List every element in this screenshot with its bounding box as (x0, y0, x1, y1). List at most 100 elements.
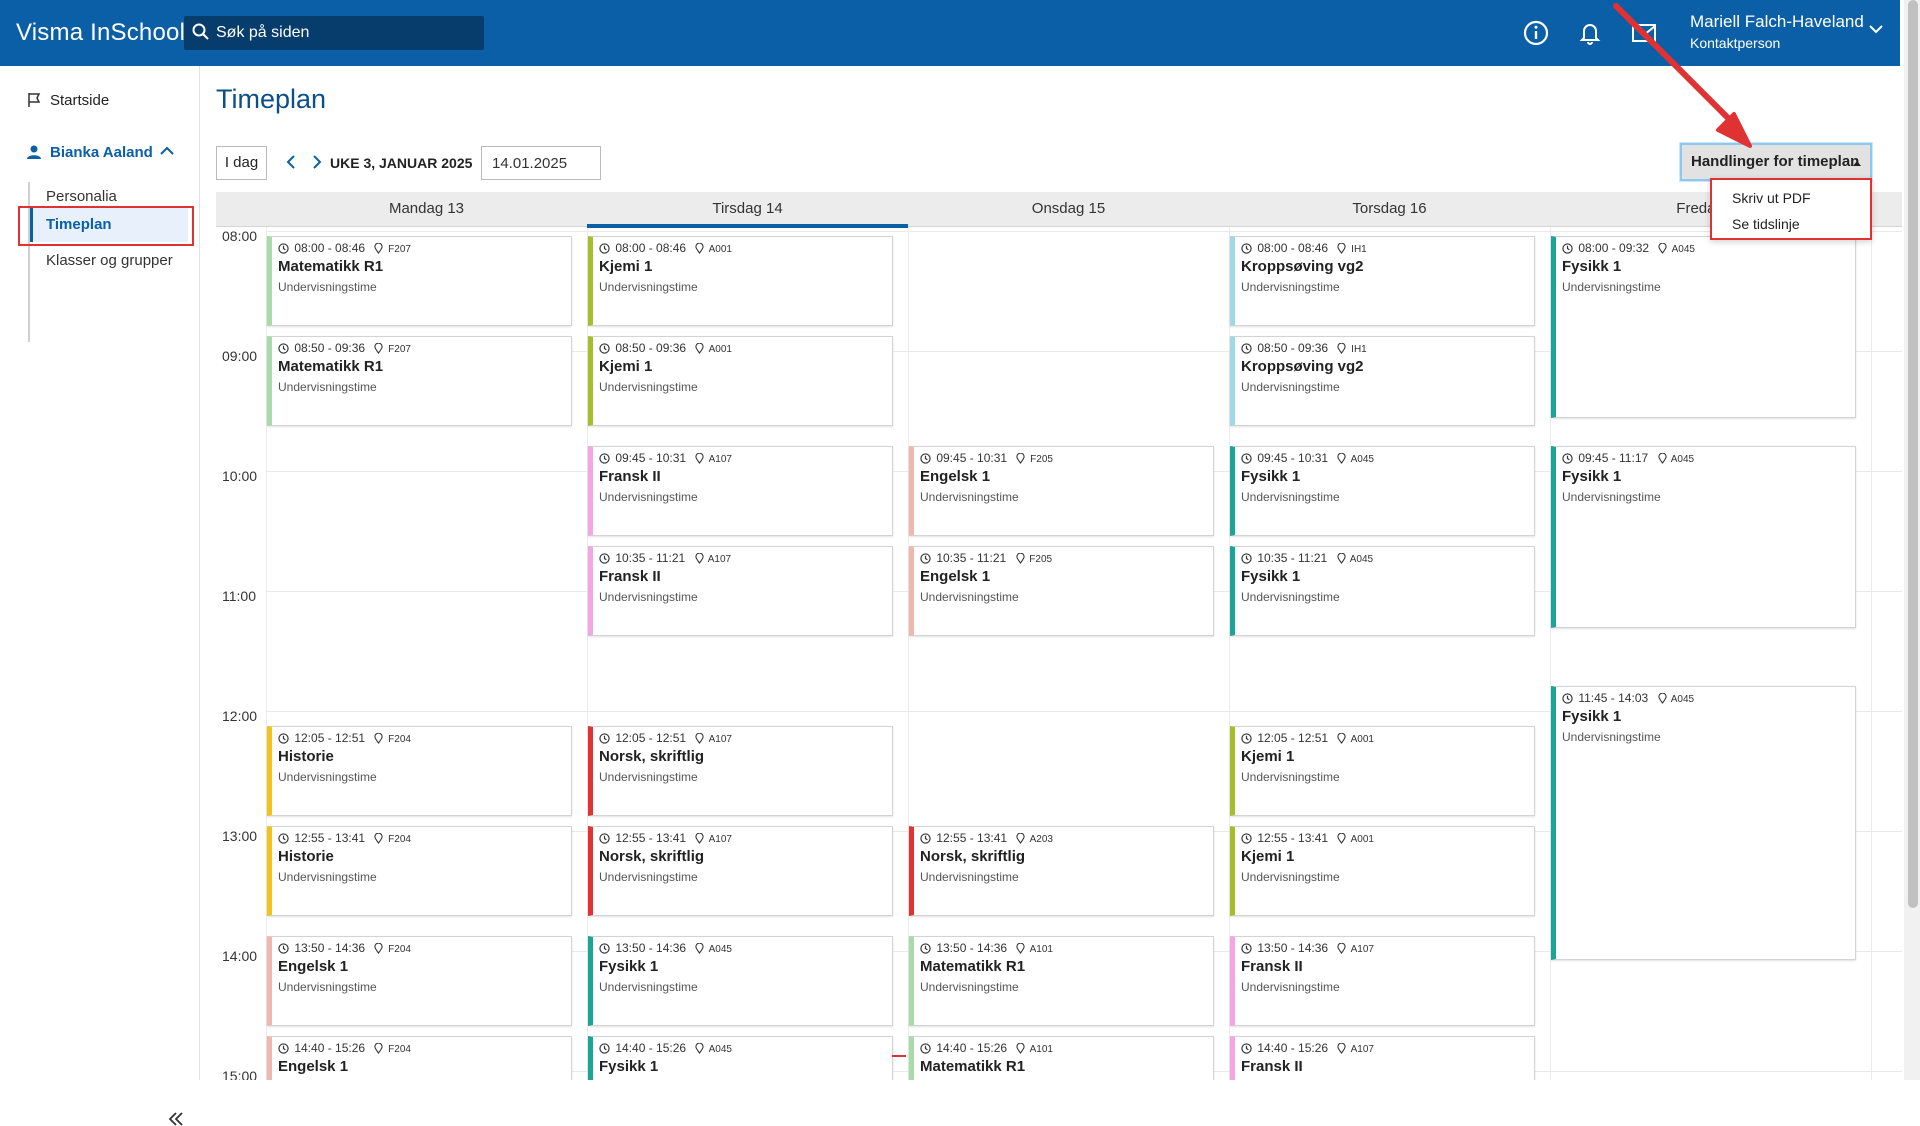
sidebar-item-timeplan[interactable]: Timeplan (30, 208, 188, 242)
chevron-up-icon[interactable] (160, 146, 174, 156)
day-header[interactable]: Tirsdag 14 (712, 200, 783, 217)
lesson-room: IH1 (1337, 342, 1367, 355)
clock-icon (1241, 453, 1252, 464)
lesson-card[interactable]: 08:50 - 09:36 IH1 Kroppsøving vg2 Undervis… (1230, 336, 1535, 426)
lesson-card[interactable]: 08:50 - 09:36 F207 Matematikk R1 Undervisn… (267, 336, 572, 426)
lesson-card[interactable]: 12:55 - 13:41 A107 Norsk, skriftlig Underv… (588, 826, 893, 916)
lesson-type: Undervisningstime (1241, 490, 1340, 504)
lesson-card[interactable]: 12:55 - 13:41 A001 Kjemi 1 Undervisningsti… (1230, 826, 1535, 916)
location-pin-icon (1657, 692, 1667, 704)
lesson-card[interactable]: 12:55 - 13:41 A203 Norsk, skriftlig Underv… (909, 826, 1214, 916)
lesson-card[interactable]: 10:35 - 11:21 A045 Fysikk 1 Undervisningst… (1230, 546, 1535, 636)
lesson-room: F204 (374, 942, 411, 955)
lesson-card[interactable]: 13:50 - 14:36 A045 Fysikk 1 Undervisningst… (588, 936, 893, 1026)
hour-label: 12:00 (222, 708, 258, 724)
lesson-card[interactable]: 13:50 - 14:36 A101 Matematikk R1 Undervisn… (909, 936, 1214, 1026)
lesson-card[interactable]: 08:50 - 09:36 A001 Kjemi 1 Undervisningsti… (588, 336, 893, 426)
lesson-room: A045 (695, 942, 732, 955)
lesson-card[interactable]: 12:55 - 13:41 F204 Historie Undervisningst… (267, 826, 572, 916)
menu-item-print-pdf[interactable]: Skriv ut PDF (1732, 190, 1811, 206)
lesson-time: 12:55 - 13:41 A001 (1241, 831, 1374, 845)
location-pin-icon (1336, 552, 1346, 564)
lesson-subject: Kjemi 1 (599, 258, 653, 275)
scrollbar[interactable] (1904, 0, 1920, 1080)
bell-icon[interactable] (1576, 19, 1604, 47)
clock-icon (1241, 833, 1252, 844)
lesson-card[interactable]: 08:00 - 08:46 A001 Kjemi 1 Undervisningsti… (588, 236, 893, 326)
lesson-card[interactable]: 12:05 - 12:51 A107 Norsk, skriftlig Underv… (588, 726, 893, 816)
collapse-sidebar-icon[interactable] (168, 1112, 184, 1126)
lesson-card[interactable]: 08:00 - 09:32 A045 Fysikk 1 Undervisningst… (1551, 236, 1856, 418)
lesson-type: Undervisningstime (278, 770, 377, 784)
day-header[interactable]: Mandag 13 (388, 200, 465, 217)
lesson-room: A001 (695, 342, 732, 355)
lesson-room: IH1 (1337, 242, 1367, 255)
lesson-card[interactable]: 09:45 - 10:31 A107 Fransk II Undervisnings… (588, 446, 893, 536)
chevron-right-icon[interactable] (310, 154, 324, 170)
lesson-room: A107 (695, 732, 732, 745)
lesson-subject: Engelsk 1 (920, 568, 991, 585)
hour-label: 14:00 (222, 948, 258, 964)
today-button[interactable]: I dag (216, 146, 267, 180)
lesson-room: A001 (1337, 732, 1374, 745)
scrollbar-thumb[interactable] (1908, 0, 1918, 908)
lesson-card[interactable]: 08:00 - 08:46 IH1 Kroppsøving vg2 Undervis… (1230, 236, 1535, 326)
sidebar-item-personalia[interactable]: Personalia (46, 188, 117, 205)
clock-icon (278, 943, 289, 954)
date-input[interactable]: 14.01.2025 (481, 146, 601, 180)
lesson-room: F207 (374, 342, 411, 355)
lesson-card[interactable]: 10:35 - 11:21 A107 Fransk II Undervisnings… (588, 546, 893, 636)
hour-line (266, 711, 1902, 712)
chevron-left-icon[interactable] (284, 154, 298, 170)
timetable-grid: 08:00 09:00 10:00 11:00 12:00 13:00 14:00 15:00… (216, 192, 1902, 1080)
lesson-time: 08:00 - 08:46 A001 (599, 241, 732, 255)
lesson-subject: Kjemi 1 (599, 358, 653, 375)
sidebar-item-startside[interactable]: Startside (26, 92, 109, 109)
sidebar-item-student[interactable]: Bianka Aaland (26, 144, 174, 161)
day-header[interactable]: Onsdag 15 (1031, 200, 1106, 217)
subnav-line (28, 182, 30, 342)
lesson-card[interactable]: 11:45 - 14:03 A045 Fysikk 1 Undervisningst… (1551, 686, 1856, 960)
lesson-room: A045 (1336, 552, 1373, 565)
page-title: Timeplan (216, 84, 327, 114)
lesson-card[interactable]: 09:45 - 10:31 F205 Engelsk 1 Undervisnings… (909, 446, 1214, 536)
lesson-card[interactable]: 12:05 - 12:51 A001 Kjemi 1 Undervisningsti… (1230, 726, 1535, 816)
day-header-row (216, 192, 1902, 227)
lesson-card[interactable]: 09:45 - 11:17 A045 Fysikk 1 Undervisningst… (1551, 446, 1856, 628)
clock-icon (599, 1043, 610, 1054)
lesson-card[interactable]: 13:50 - 14:36 F204 Engelsk 1 Undervisnings… (267, 936, 572, 1026)
lesson-type: Undervisningstime (278, 380, 377, 394)
lesson-card[interactable]: 12:05 - 12:51 F204 Historie Undervisningst… (267, 726, 572, 816)
hour-label: 09:00 (222, 348, 258, 364)
lesson-time: 12:55 - 13:41 A203 (920, 831, 1053, 845)
search-placeholder[interactable]: Søk på siden (216, 24, 310, 41)
lesson-subject: Engelsk 1 (278, 958, 349, 975)
search-box[interactable]: Søk på siden (184, 16, 484, 50)
clock-icon (1241, 1043, 1252, 1054)
clock-icon (920, 943, 931, 954)
lesson-card[interactable]: 08:00 - 08:46 F207 Matematikk R1 Undervisn… (267, 236, 572, 326)
user-menu[interactable]: Mariell Falch-Haveland Kontaktperson (1690, 12, 1883, 51)
lesson-room: A001 (695, 242, 732, 255)
lesson-card[interactable]: 09:45 - 10:31 A045 Fysikk 1 Undervisningst… (1230, 446, 1535, 536)
app-title[interactable]: Visma InSchool (16, 19, 186, 46)
clock-icon (599, 733, 610, 744)
day-header[interactable]: Torsdag 16 (1352, 200, 1427, 217)
sidebar-item-klasser[interactable]: Klasser og grupper (46, 252, 173, 269)
menu-item-timeline[interactable]: Se tidslinje (1732, 216, 1800, 232)
clock-icon (1562, 693, 1573, 704)
lesson-subject: Kjemi 1 (1241, 748, 1295, 765)
lesson-time: 10:35 - 11:21 A045 (1241, 551, 1373, 565)
lesson-subject: Fysikk 1 (1562, 708, 1622, 725)
lesson-card[interactable]: 13:50 - 14:36 A107 Fransk II Undervisnings… (1230, 936, 1535, 1026)
lesson-subject: Fransk II (1241, 1058, 1303, 1075)
info-icon[interactable] (1522, 19, 1550, 47)
user-role: Kontaktperson (1690, 35, 1781, 51)
lesson-type: Undervisningstime (1241, 380, 1340, 394)
lesson-card[interactable]: 10:35 - 11:21 F205 Engelsk 1 Undervisnings… (909, 546, 1214, 636)
lesson-room: A107 (1337, 942, 1374, 955)
